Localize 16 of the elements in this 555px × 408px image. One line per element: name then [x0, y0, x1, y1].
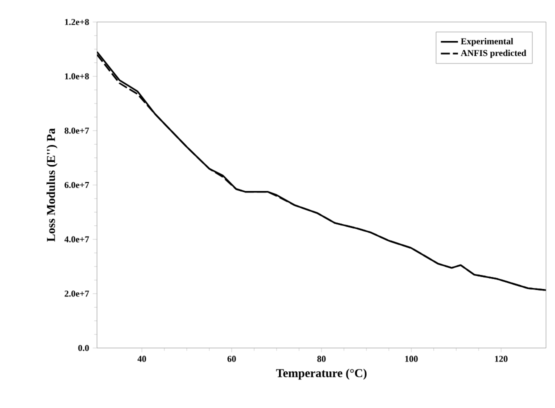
- x-tick-label: 120: [495, 356, 508, 362]
- x-tick-label: 60: [228, 356, 236, 362]
- y-tick-label: 1.0e+8: [65, 73, 89, 80]
- x-tick-label: 40: [138, 356, 146, 362]
- y-tick-label: 2.0e+7: [64, 290, 89, 297]
- x-tick-label: 100: [405, 356, 418, 362]
- legend-label: Experimental: [460, 38, 514, 46]
- y-axis-title: Loss Modulus (E'') Pa: [46, 128, 58, 242]
- y-tick-label: 0.0: [78, 344, 89, 352]
- legend-label: ANFIS predicted: [460, 50, 526, 58]
- y-tick-label: 6.0e+7: [64, 182, 89, 188]
- x-tick-label: 80: [317, 356, 326, 362]
- y-tick-label: 4.0e+7: [64, 236, 89, 242]
- y-tick-label: 8.0e+7: [64, 128, 89, 134]
- y-tick-label: 1.2e+8: [65, 18, 89, 26]
- x-axis-title: Temperature (°C): [276, 368, 367, 380]
